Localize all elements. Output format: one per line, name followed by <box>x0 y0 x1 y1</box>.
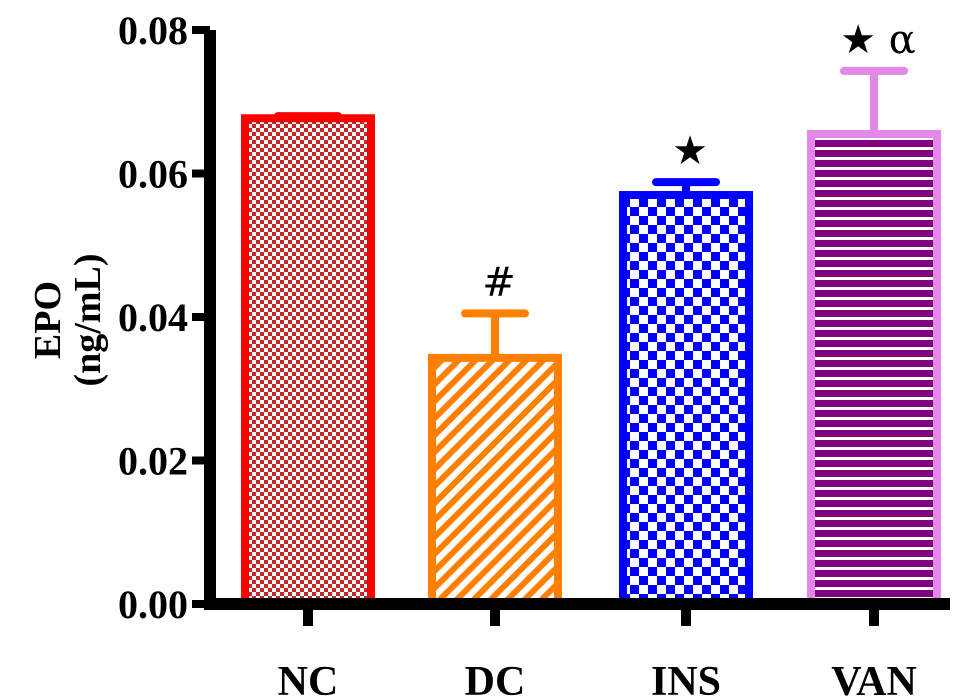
bar-nc <box>241 114 375 608</box>
y-axis-units: (ng/mL) <box>67 254 109 387</box>
significance-label-ins: ★ <box>672 128 708 174</box>
x-tick-label-dc: DC <box>465 659 526 700</box>
y-tick-label-3: 0.06 <box>118 152 188 197</box>
y-tick-label-4: 0.08 <box>118 8 188 53</box>
significance-label-dc: # <box>482 259 516 305</box>
x-tick-label-ins: INS <box>651 659 721 700</box>
significance-label-van: ★ α <box>840 17 916 63</box>
bar-ins <box>619 191 753 608</box>
y-tick-label-1: 0.02 <box>118 439 188 484</box>
y-axis-title: EPO <box>27 281 69 359</box>
x-tick-label-van: VAN <box>831 659 917 700</box>
y-tick-label-0: 0.00 <box>118 582 188 627</box>
bar-dc <box>428 353 562 608</box>
bar-van <box>807 130 941 608</box>
chart-marks: NC DC # INS ★ VAN ★ α 0.00 0.02 0.04 0.06 0.08 <box>118 8 950 700</box>
x-tick-label-nc: NC <box>278 659 339 700</box>
y-tick-label-2: 0.04 <box>118 295 188 340</box>
